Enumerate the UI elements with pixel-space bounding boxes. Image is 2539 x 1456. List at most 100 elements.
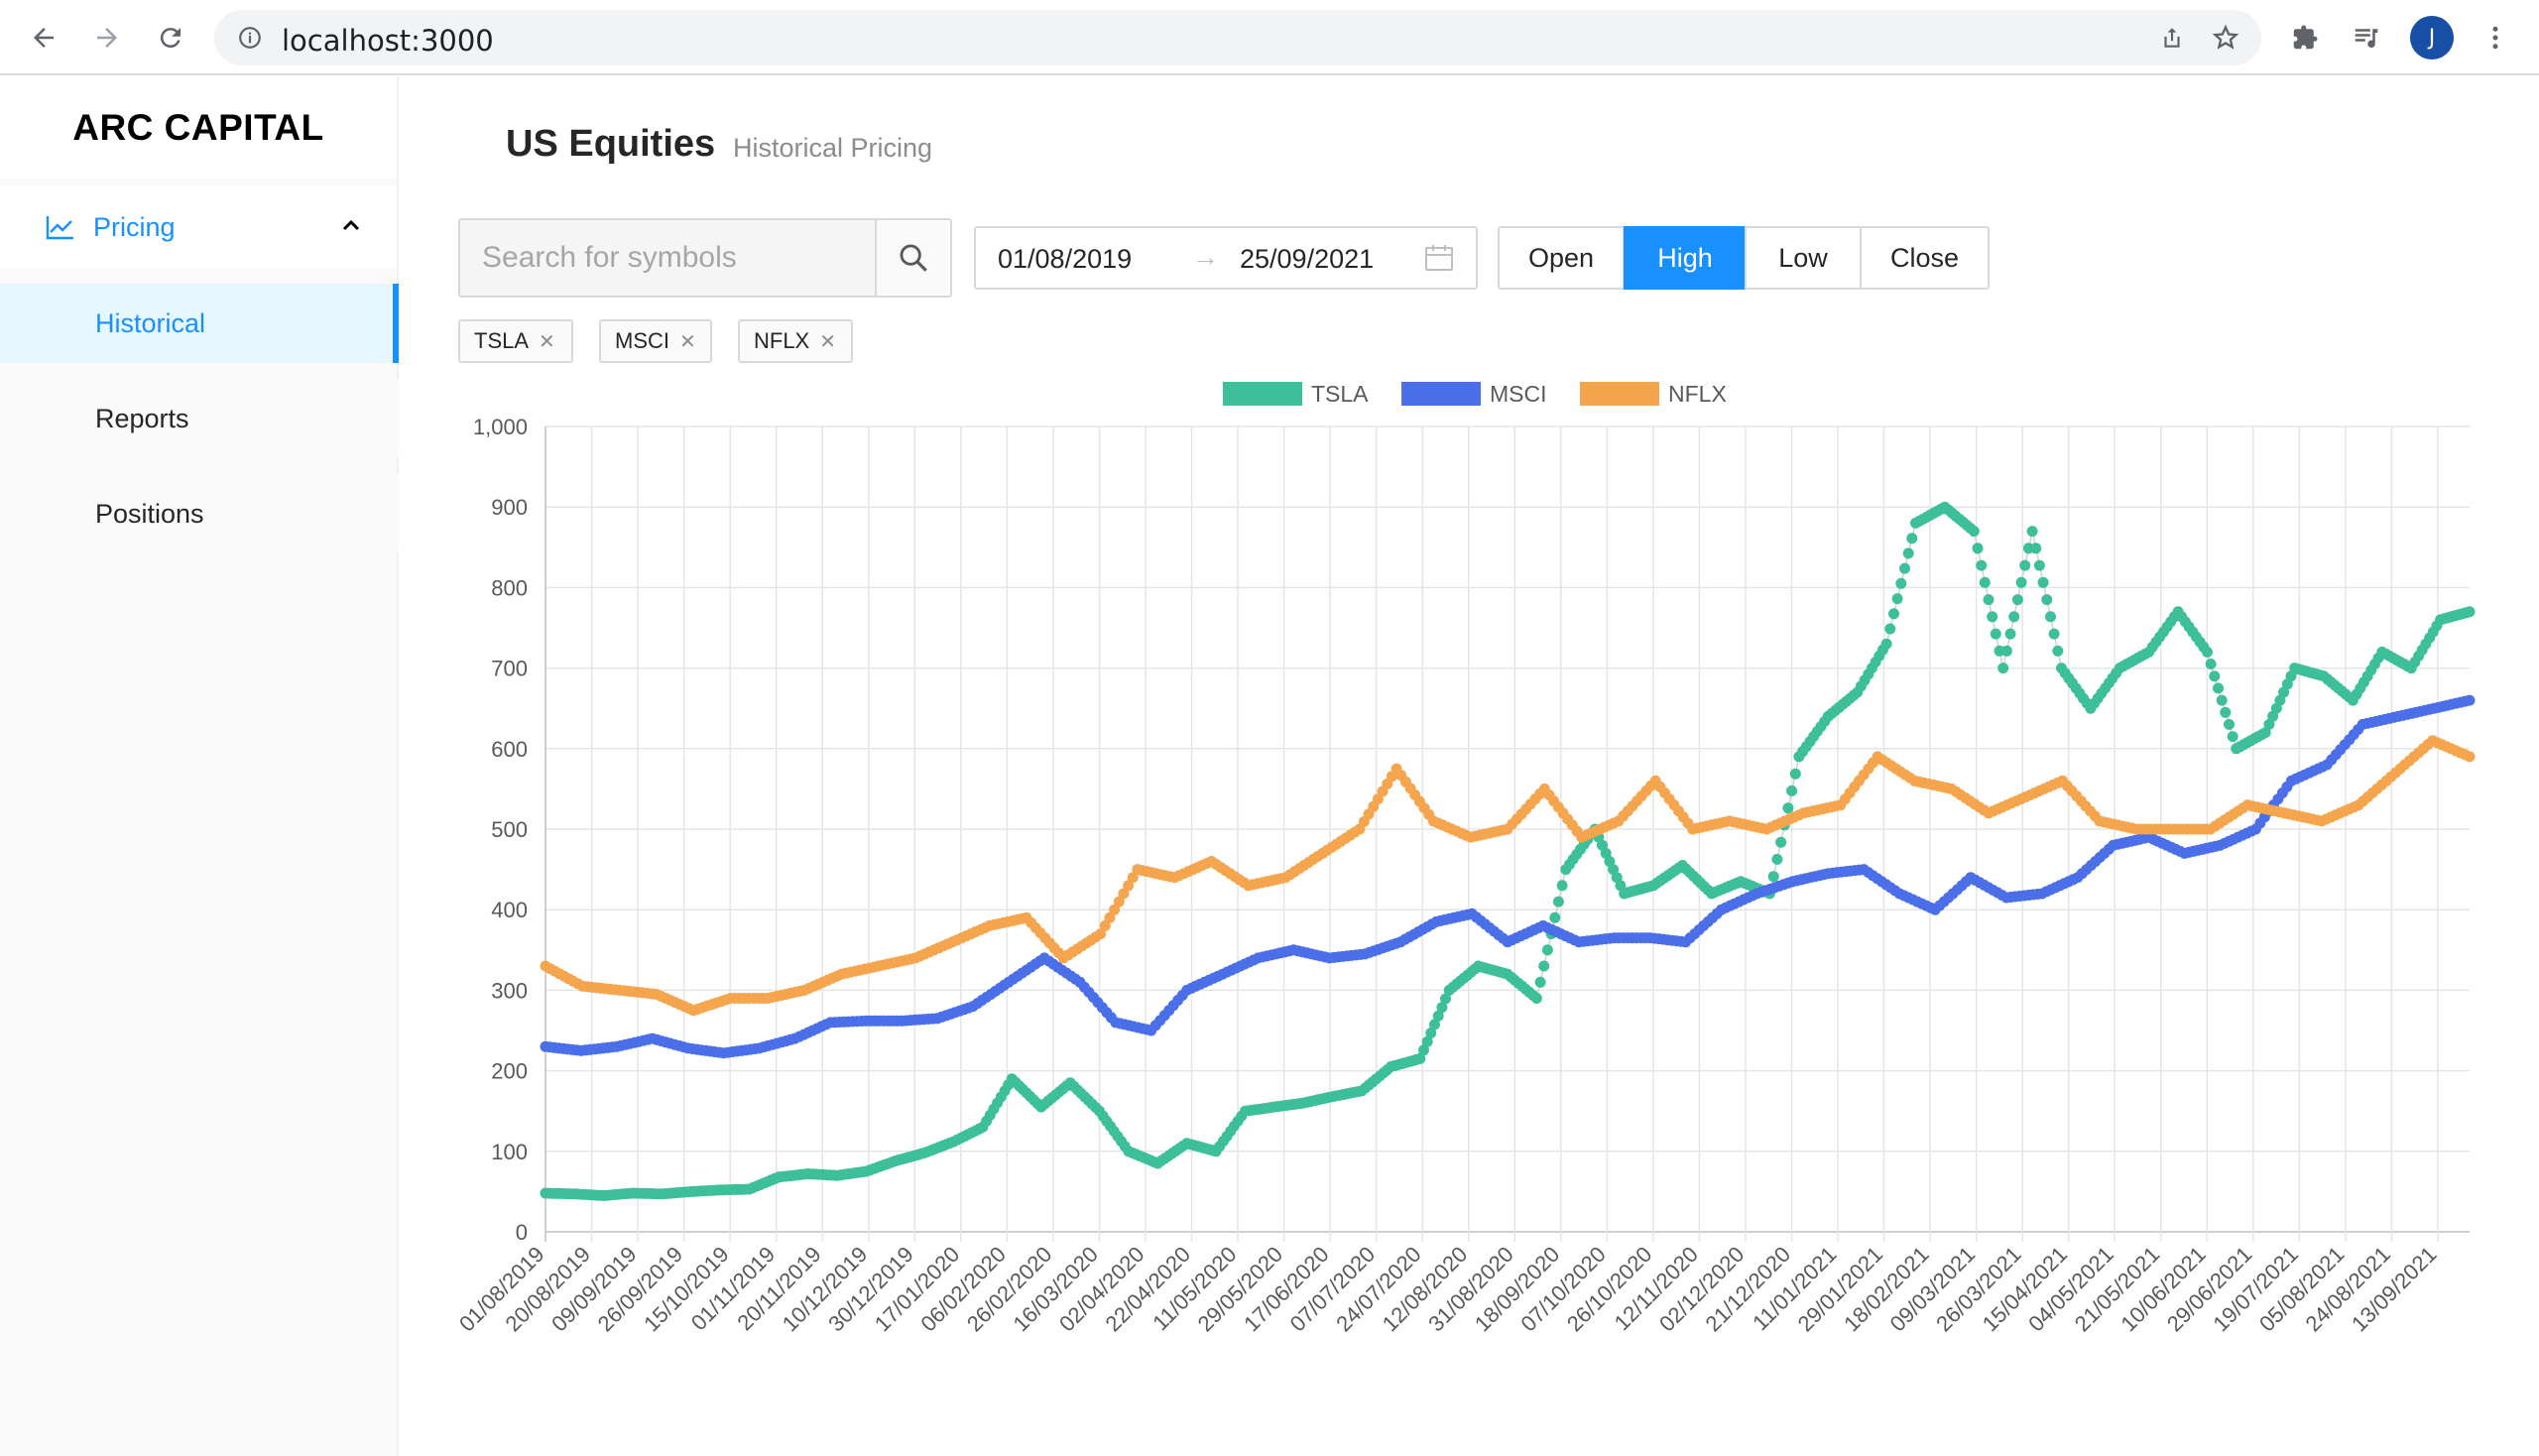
price-option-low[interactable]: Low <box>1745 226 1862 290</box>
y-tick-label: 400 <box>491 898 528 922</box>
data-point-tsla <box>1976 559 1988 571</box>
series-line-msci <box>544 699 2471 1054</box>
data-point-tsla <box>1972 543 1984 554</box>
data-point-tsla <box>1987 611 1998 623</box>
legend-swatch-tsla <box>1223 382 1302 406</box>
url-text[interactable]: localhost:3000 <box>282 24 494 58</box>
data-point-tsla <box>1979 576 1991 588</box>
sidebar-submenu-label: Pricing <box>93 211 176 242</box>
legend-swatch-msci <box>1401 382 1481 406</box>
search-icon <box>900 244 927 272</box>
chevron-up-icon[interactable] <box>341 215 361 235</box>
date-range-picker[interactable]: 01/08/2019 → 25/09/2021 <box>974 226 1478 290</box>
price-option-open[interactable]: Open <box>1498 226 1625 290</box>
sidebar-item-historical[interactable]: Historical <box>0 284 399 363</box>
data-point-tsla <box>2015 576 2027 588</box>
browser-toolbar: localhost:3000 J <box>0 0 2539 75</box>
tag-label: TSLA <box>474 328 530 353</box>
data-point-tsla <box>1615 880 1627 892</box>
sidebar-submenu-pricing[interactable]: Pricing <box>0 185 397 269</box>
data-point-nflx <box>1109 904 1121 915</box>
data-point-tsla <box>1530 993 1542 1004</box>
data-point-tsla <box>2224 718 2235 730</box>
data-point-tsla <box>1597 839 1608 851</box>
data-point-tsla <box>1902 547 1914 559</box>
close-icon[interactable]: ✕ <box>819 330 837 353</box>
data-point-tsla <box>1436 1002 1448 1014</box>
data-point-tsla <box>2278 686 2290 698</box>
sidebar: ARC CAPITAL Pricing Historical Reports P… <box>0 76 399 1456</box>
data-point-tsla <box>1997 663 2009 674</box>
data-point-tsla <box>2030 543 2042 554</box>
brand-logo[interactable]: ARC CAPITAL <box>0 76 397 179</box>
search-button[interactable] <box>875 220 950 296</box>
symbol-tag-nflx: NFLX ✕ <box>738 319 853 363</box>
sidebar-item-label: Positions <box>95 498 204 529</box>
data-point-tsla <box>1425 1028 1437 1038</box>
data-point-tsla <box>2227 731 2238 743</box>
data-point-tsla <box>2008 611 2020 623</box>
data-point-tsla <box>2052 645 2064 657</box>
close-icon[interactable]: ✕ <box>539 330 555 353</box>
back-icon[interactable] <box>20 14 67 61</box>
data-point-tsla <box>2213 682 2224 694</box>
data-point-tsla <box>2033 559 2045 571</box>
data-point-tsla <box>2004 628 2016 640</box>
data-point-tsla <box>1549 911 1561 923</box>
legend-label-tsla: TSLA <box>1311 381 1369 407</box>
data-point-tsla <box>2220 706 2232 718</box>
price-option-high[interactable]: High <box>1624 226 1747 290</box>
forward-icon[interactable] <box>83 14 131 61</box>
tag-label: NFLX <box>754 328 810 353</box>
data-point-tsla <box>2041 594 2053 606</box>
symbol-tag-msci: MSCI ✕ <box>599 319 712 363</box>
address-bar[interactable]: localhost:3000 <box>214 10 2261 65</box>
data-point-tsla <box>1968 526 1980 538</box>
date-to-input[interactable]: 25/09/2021 <box>1240 244 1375 274</box>
extensions-icon[interactable] <box>2281 14 2329 61</box>
calendar-icon[interactable] <box>1424 244 1456 274</box>
legend-swatch-nflx <box>1580 382 1659 406</box>
bookmark-star-icon[interactable] <box>2206 18 2245 58</box>
data-point-tsla <box>1421 1035 1433 1047</box>
y-tick-label: 100 <box>491 1140 528 1164</box>
data-point-tsla <box>1767 871 1779 883</box>
y-tick-label: 500 <box>491 817 528 842</box>
data-point-tsla <box>1884 623 1896 635</box>
reload-icon[interactable] <box>147 14 194 61</box>
profile-avatar[interactable]: J <box>2410 16 2454 60</box>
sidebar-item-positions[interactable]: Positions <box>0 474 399 553</box>
data-point-tsla <box>1895 577 1907 589</box>
info-icon[interactable] <box>230 18 270 58</box>
y-tick-label: 800 <box>491 575 528 600</box>
data-point-tsla <box>1789 768 1801 780</box>
data-point-tsla <box>1983 594 1995 606</box>
price-chart: 01002003004005006007008009001,00001/08/2… <box>454 381 2476 1336</box>
chart-series <box>540 501 2476 1201</box>
close-icon[interactable]: ✕ <box>679 330 696 353</box>
y-tick-label: 900 <box>491 495 528 520</box>
media-queue-icon[interactable] <box>2343 14 2390 61</box>
data-point-nflx <box>1118 888 1130 900</box>
data-point-tsla <box>2205 659 2217 669</box>
search-input[interactable] <box>460 220 875 296</box>
data-point-tsla <box>1414 1052 1426 1064</box>
data-point-tsla <box>1418 1044 1429 1056</box>
symbol-search <box>458 218 952 298</box>
data-point-tsla <box>2026 526 2038 538</box>
data-point-tsla <box>1440 993 1451 1005</box>
price-option-close[interactable]: Close <box>1860 226 1990 290</box>
more-menu-icon[interactable] <box>2472 14 2519 61</box>
data-point-nflx <box>1104 911 1116 923</box>
data-point-tsla <box>1906 533 1918 545</box>
data-point-tsla <box>1541 944 1553 956</box>
chart-axes: 01002003004005006007008009001,00001/08/2… <box>454 415 2442 1336</box>
date-from-input[interactable]: 01/08/2019 <box>998 244 1133 274</box>
data-point-tsla <box>1429 1019 1440 1031</box>
share-icon[interactable] <box>2152 18 2192 58</box>
data-point-tsla <box>2045 611 2056 623</box>
data-point-nflx <box>1099 919 1111 931</box>
sidebar-item-reports[interactable]: Reports <box>0 379 399 458</box>
y-tick-label: 0 <box>516 1220 528 1245</box>
data-point-tsla <box>2037 576 2049 588</box>
